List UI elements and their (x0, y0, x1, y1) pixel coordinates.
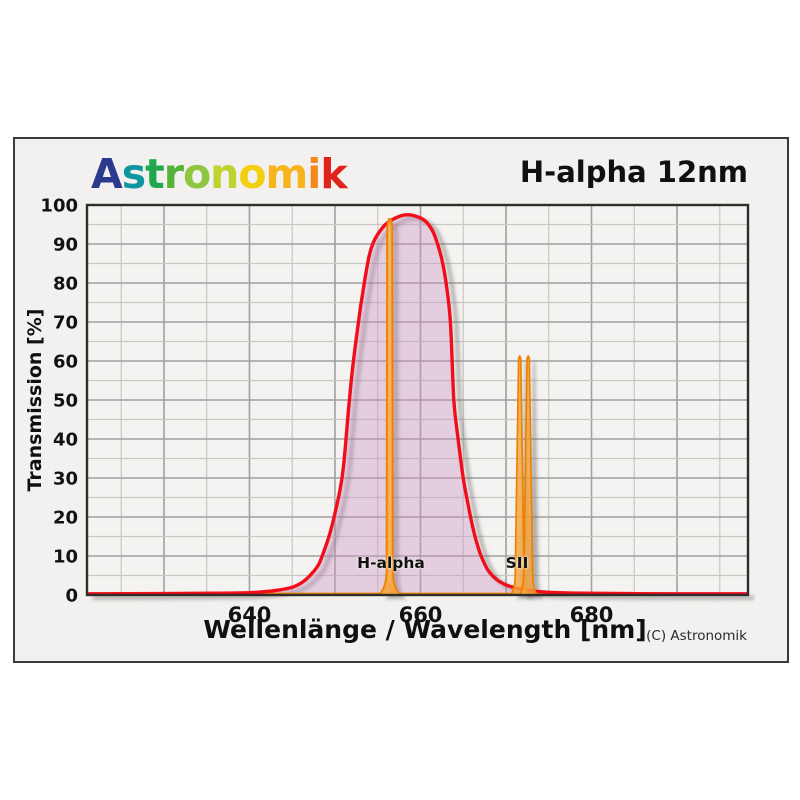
x-tick-label-660: 660 (399, 603, 443, 627)
y-tick-label-80: 80 (53, 274, 78, 295)
y-tick-label-30: 30 (53, 469, 78, 490)
logo-letter: i (307, 150, 321, 198)
copyright-note: (C) Astronomik (646, 628, 747, 644)
logo-letter: r (163, 150, 184, 198)
grid (87, 205, 748, 595)
logo-letter: A (91, 150, 123, 198)
chart-panel: Astronomik H-alpha 12nm 0 10 20 30 40 50 60 70 8… (13, 137, 789, 663)
sii-line-label: SII (505, 554, 529, 572)
y-tick-label-60: 60 (53, 352, 78, 373)
y-tick-label-90: 90 (53, 235, 78, 256)
logo-letter: s (121, 150, 146, 198)
logo-letter: m (265, 150, 309, 198)
astronomik-logo: Astronomik (91, 150, 348, 198)
y-tick-label-0: 0 (65, 586, 78, 607)
y-tick-label-10: 10 (53, 547, 78, 568)
filter-title: H-alpha 12nm (519, 155, 748, 189)
plot-frame (85, 203, 750, 597)
x-axis-title: Wellenlänge / Wavelength [nm] (203, 615, 647, 644)
passband-fill (87, 214, 748, 595)
logo-letter: k (320, 150, 347, 198)
y-axis-title: Transmission [%] (24, 308, 46, 492)
x-tick-label-680: 680 (570, 603, 614, 627)
y-tick-label-50: 50 (53, 391, 78, 412)
y-tick-label-100: 100 (40, 197, 78, 217)
transmission-curve (86, 213, 749, 596)
transmission-chart: 0 10 20 30 40 50 60 70 80 90 100 640 660 680 (40, 197, 755, 627)
logo-letter: t (145, 150, 165, 198)
y-tick-label-40: 40 (53, 430, 78, 451)
y-tick-label-20: 20 (53, 508, 78, 529)
x-tick-label-640: 640 (228, 603, 272, 627)
h-alpha-line-label: H-alpha (357, 554, 425, 572)
logo-letter: o (238, 150, 266, 198)
logo-letter: o (182, 150, 211, 198)
y-tick-label-70: 70 (53, 313, 78, 334)
logo-letter: n (210, 150, 239, 198)
sii-line-2 (517, 355, 539, 596)
